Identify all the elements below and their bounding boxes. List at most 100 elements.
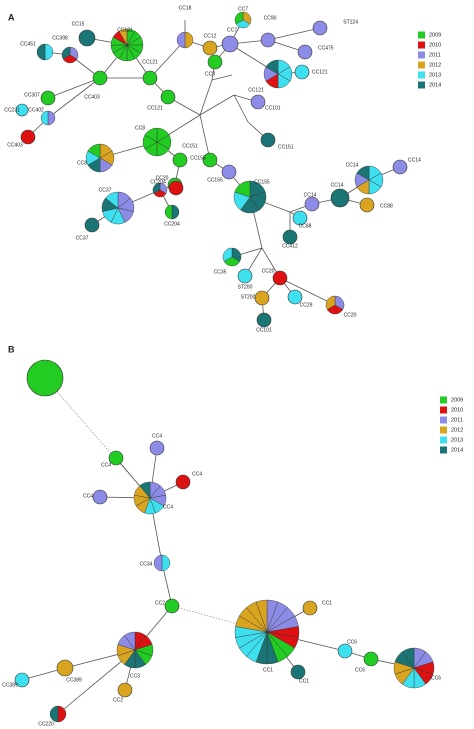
node-label: CC121 xyxy=(147,105,163,111)
node xyxy=(250,94,266,110)
node-label: CC34 xyxy=(140,561,153,567)
legend-label: 2014 xyxy=(451,447,463,453)
node xyxy=(221,35,239,53)
legend-swatch xyxy=(418,71,425,79)
legend-label: 2013 xyxy=(451,437,463,443)
node xyxy=(175,474,191,490)
edge xyxy=(233,94,249,123)
legend-label: 2010 xyxy=(451,407,463,413)
legend-swatch xyxy=(440,396,447,404)
node-label: CC155 xyxy=(190,155,206,161)
node-label: CC8 xyxy=(205,71,215,77)
node xyxy=(302,600,318,616)
pie-slice xyxy=(47,110,56,126)
node-label: CC88 xyxy=(380,203,393,209)
pie-slice xyxy=(144,127,158,143)
node-label: CC402 xyxy=(28,107,44,113)
node xyxy=(92,489,108,505)
node xyxy=(117,682,133,698)
node xyxy=(202,152,218,168)
node-label: CC121 xyxy=(142,59,158,65)
node xyxy=(160,89,176,105)
node xyxy=(297,44,313,60)
legend-label: 2011 xyxy=(451,417,463,423)
pie-slice xyxy=(61,46,71,60)
node-label: CC403 xyxy=(84,94,100,100)
pie-slice xyxy=(49,705,59,723)
node-label: CC8 xyxy=(135,125,145,131)
pie-slice xyxy=(255,599,268,633)
node-label: CC29 xyxy=(300,302,313,308)
pie-slice xyxy=(234,180,251,198)
pie-slice xyxy=(105,191,119,209)
node-label: CC20 xyxy=(262,268,275,274)
legend-label: 2010 xyxy=(429,42,441,48)
node-label: CC204 xyxy=(164,221,180,227)
node-label: CC4 xyxy=(152,433,162,439)
edge xyxy=(149,39,186,79)
pie-slice xyxy=(325,295,336,310)
node-label: CC151 xyxy=(278,144,294,150)
legend-label: 2013 xyxy=(429,72,441,78)
node xyxy=(56,659,74,677)
node-label: CC451 xyxy=(20,41,36,47)
edge xyxy=(211,74,233,81)
node-label: CC121 xyxy=(312,69,328,75)
legend-label: 2014 xyxy=(429,82,441,88)
pie-slice xyxy=(57,705,67,723)
node xyxy=(272,270,288,286)
legend-label: 2011 xyxy=(429,52,441,58)
node xyxy=(207,54,223,70)
pie-slice xyxy=(401,647,415,669)
node-label: CC18 xyxy=(179,5,192,11)
node-label: CC389 xyxy=(2,682,18,688)
node xyxy=(256,312,272,328)
panel-label: A xyxy=(8,12,15,22)
node-label: CC35 xyxy=(214,269,227,275)
node-label: CC6 xyxy=(355,667,365,673)
node-label: CC14 xyxy=(304,192,317,198)
edge xyxy=(199,114,211,161)
node xyxy=(330,188,350,208)
node-label: CC4 xyxy=(101,462,111,468)
legend-swatch xyxy=(418,41,425,49)
node xyxy=(260,32,276,48)
legend-swatch xyxy=(418,81,425,89)
node-label: CC8 xyxy=(77,160,87,166)
pie-slice xyxy=(176,31,186,49)
node xyxy=(337,643,353,659)
node-label: CC2 xyxy=(113,697,123,703)
node xyxy=(142,70,158,86)
node xyxy=(172,152,188,168)
edge xyxy=(47,77,101,119)
edge xyxy=(279,277,336,306)
node-label: CC121 xyxy=(117,27,133,33)
pie-slice xyxy=(40,110,49,126)
node-label: CC204 xyxy=(150,179,166,185)
node-label: CC4 xyxy=(192,471,202,477)
pie-slice xyxy=(164,204,173,220)
node-label: CC7 xyxy=(227,27,237,33)
node xyxy=(254,290,270,306)
pie-slice xyxy=(139,481,151,499)
node-label: CC37 xyxy=(76,235,89,241)
node-label: CC1 xyxy=(263,667,273,673)
node-label: CC398 xyxy=(52,35,68,41)
pie-slice xyxy=(44,43,54,61)
node-label: CC14 xyxy=(408,157,421,163)
legend-label: 2012 xyxy=(451,427,463,433)
node xyxy=(40,90,56,106)
node-label: CC475 xyxy=(318,45,334,51)
legend-swatch xyxy=(440,426,447,434)
node-label: CC1 xyxy=(322,600,332,606)
node-label: CC12 xyxy=(204,33,217,39)
edge xyxy=(199,79,213,116)
node-label: CC307 xyxy=(24,92,40,98)
legend-label: 2012 xyxy=(429,62,441,68)
node xyxy=(108,450,124,466)
node-label: CC14 xyxy=(331,182,344,188)
edge xyxy=(47,77,101,99)
node xyxy=(290,664,306,680)
node xyxy=(260,132,276,148)
